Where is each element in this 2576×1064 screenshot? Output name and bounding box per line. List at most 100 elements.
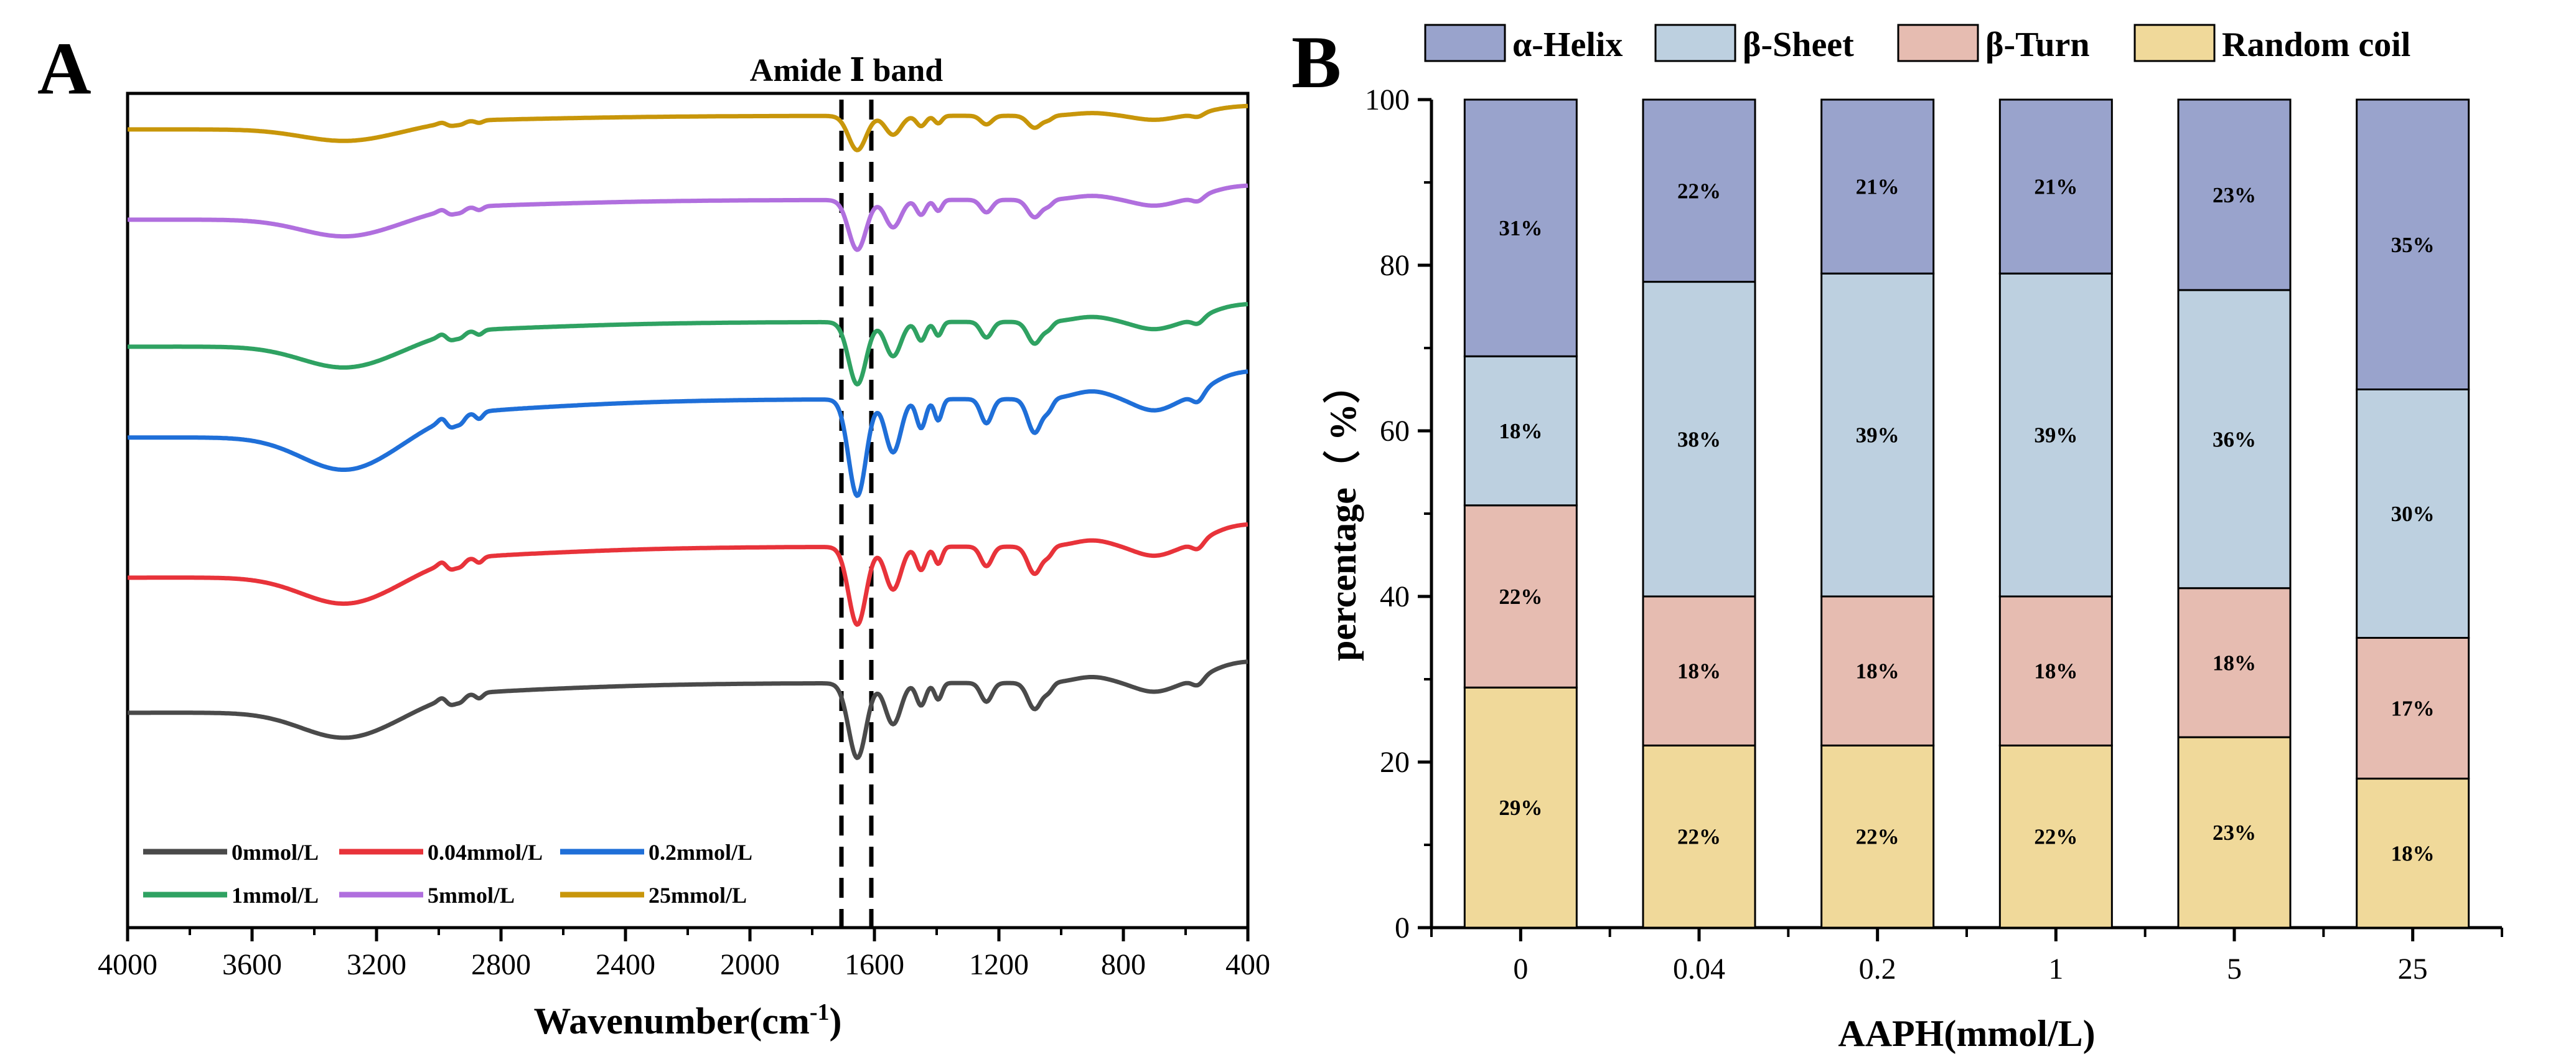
b-y-tick-label-4: 80	[1380, 249, 1410, 282]
legend-a-label-0: 0mmol/L	[232, 840, 319, 865]
a-x-tick-label-9: 400	[1225, 948, 1270, 981]
bar-label--sheet-1: 38%	[1677, 427, 1721, 451]
bar-label--helix-2: 21%	[1856, 175, 1899, 199]
bar-seg--helix-3	[1998, 98, 2113, 275]
legend-a-label-5: 25mmol/L	[649, 883, 747, 908]
bar-seg-random-coil-3	[1998, 744, 2113, 929]
panel-a: A 4000 3600 3200 2800 2400 2000 1600 1200 800 400…	[37, 27, 1270, 1042]
legend-b-swatch-beta-turn	[1897, 24, 1979, 62]
panel-a-x-ticks: 4000 3600 3200 2800 2400 2000 1600 1200 800 400	[98, 928, 1270, 981]
bar-label--sheet-0: 18%	[1499, 419, 1542, 443]
bar-seg--sheet-1	[1642, 281, 1756, 598]
panel-b-y-axis-title: percentage（ %）	[1322, 366, 1364, 661]
amide-band-label: Amide Ⅰ band	[750, 53, 943, 88]
bar-seg--sheet-5	[2356, 388, 2470, 639]
panel-b-legend: α-Helix β-Sheet β-Turn Random coil	[1424, 24, 2410, 64]
bar-label-random-coil-2: 22%	[1856, 825, 1899, 849]
spectrum-line-1mmol-l	[126, 301, 1249, 387]
bar-label--turn-4: 18%	[2213, 651, 2256, 675]
b-y-tick-label-1: 20	[1380, 746, 1410, 779]
bar-label-random-coil-4: 23%	[2213, 821, 2256, 845]
bar-seg-random-coil-0	[1463, 686, 1578, 929]
panel-b: B α-Helix β-Sheet β-Turn Random coil 0 20…	[1291, 21, 2503, 1054]
b-x-tick-label-5: 25	[2398, 953, 2428, 986]
bar-seg-random-coil-1	[1642, 744, 1756, 929]
bar-seg--helix-2	[1820, 98, 1935, 275]
a-x-tick-label-6: 1600	[845, 948, 904, 981]
panel-a-plot-frame	[126, 92, 1250, 930]
bar-seg--sheet-4	[2177, 289, 2292, 590]
panel-a-legend: 0mmol/L 0.04mmol/L 0.2mmol/L 1mmol/L 5mm…	[143, 840, 752, 908]
spectrum-line-5mmol-l	[126, 183, 1249, 252]
legend-a-label-3: 1mmol/L	[232, 883, 319, 908]
a-x-tick-label-2: 3200	[347, 948, 406, 981]
bar-label--sheet-2: 39%	[1856, 423, 1899, 448]
bar-seg--helix-1	[1642, 98, 1756, 283]
bar-seg--helix-0	[1463, 98, 1578, 357]
panel-b-x-axis-title: AAPH(mmol/L)	[1838, 1013, 2095, 1054]
legend-b-label-beta-turn: β-Turn	[1985, 26, 2090, 64]
bar-label--turn-5: 17%	[2391, 697, 2435, 721]
bar-seg-random-coil-5	[2356, 778, 2470, 929]
a-x-tick-label-4: 2400	[596, 948, 655, 981]
legend-b-label-random-coil: Random coil	[2222, 26, 2410, 64]
panel-a-x-axis-title: Wavenumber(cm-1)	[534, 999, 842, 1042]
bar-seg--helix-4	[2177, 98, 2292, 291]
bar-label-random-coil-5: 18%	[2391, 841, 2435, 865]
b-x-tick-label-4: 5	[2227, 953, 2242, 986]
b-x-tick-label-0: 0	[1513, 953, 1528, 986]
bar-seg--turn-2	[1820, 595, 1935, 746]
bar-seg--turn-1	[1642, 595, 1756, 746]
bar-label--helix-1: 22%	[1677, 179, 1721, 203]
panel-b-x-ticks: 0 0.04 0.2 1 5 25	[1430, 928, 2503, 986]
bar-seg-random-coil-2	[1820, 744, 1935, 929]
panel-a-label: A	[37, 27, 91, 110]
bar-label--sheet-3: 39%	[2034, 423, 2077, 448]
ftir-spectra	[126, 103, 1249, 760]
b-y-tick-label-0: 0	[1395, 911, 1410, 944]
stacked-bars: 29% 22% 18% 31% 22% 18% 38% 22% 22% 18% 39% 21% 22% 1…	[1463, 98, 2470, 929]
legend-b-swatch-random-coil	[2133, 24, 2216, 62]
bar-label--turn-1: 18%	[1677, 659, 1721, 684]
panel-b-y-ticks: 0 20 40 60 80 100	[1365, 83, 1431, 944]
spectrum-line-0-04mmol-l	[126, 522, 1249, 627]
bar-label--helix-3: 21%	[2034, 175, 2077, 199]
bar-label--sheet-5: 30%	[2391, 502, 2435, 526]
bar-seg--sheet-0	[1463, 355, 1578, 507]
a-x-tick-label-5: 2000	[720, 948, 780, 981]
b-x-tick-label-3: 1	[2048, 953, 2063, 986]
bar-seg--helix-5	[2356, 98, 2470, 390]
legend-b-label-beta-sheet: β-Sheet	[1743, 26, 1854, 64]
a-x-tick-label-0: 4000	[98, 948, 157, 981]
legend-a-label-1: 0.04mmol/L	[428, 840, 543, 865]
legend-b-label-alpha-helix: α-Helix	[1512, 26, 1623, 64]
bar-label-random-coil-0: 29%	[1499, 796, 1542, 820]
bar-seg--turn-5	[2356, 637, 2470, 780]
bar-label-random-coil-1: 22%	[1677, 825, 1721, 849]
bar-seg--turn-4	[2177, 587, 2292, 738]
bar-label--helix-0: 31%	[1499, 216, 1542, 240]
a-x-tick-label-7: 1200	[969, 948, 1029, 981]
spectrum-line-0mmol-l	[126, 659, 1249, 760]
b-y-tick-label-5: 100	[1365, 83, 1410, 116]
b-x-tick-label-1: 0.04	[1673, 953, 1725, 986]
bar-label-random-coil-3: 22%	[2034, 825, 2077, 849]
bar-label--helix-5: 35%	[2391, 233, 2435, 257]
legend-b-swatch-beta-sheet	[1654, 24, 1736, 62]
bar-seg--turn-3	[1998, 595, 2113, 746]
bar-label--helix-4: 23%	[2213, 183, 2256, 207]
bar-label--sheet-4: 36%	[2213, 427, 2256, 451]
a-x-tick-label-8: 800	[1101, 948, 1146, 981]
bar-label--turn-3: 18%	[2034, 659, 2077, 684]
panel-b-label: B	[1291, 21, 1341, 103]
legend-a-label-4: 5mmol/L	[428, 883, 515, 908]
b-y-tick-label-3: 60	[1380, 415, 1410, 448]
legend-a-label-2: 0.2mmol/L	[649, 840, 752, 865]
bar-seg--sheet-2	[1820, 272, 1935, 598]
a-x-tick-label-3: 2800	[471, 948, 531, 981]
spectrum-line-0-2mmol-l	[126, 369, 1249, 498]
bar-seg-random-coil-4	[2177, 736, 2292, 929]
b-x-tick-label-2: 0.2	[1859, 953, 1896, 986]
spectrum-line-25mmol-l	[126, 103, 1249, 153]
